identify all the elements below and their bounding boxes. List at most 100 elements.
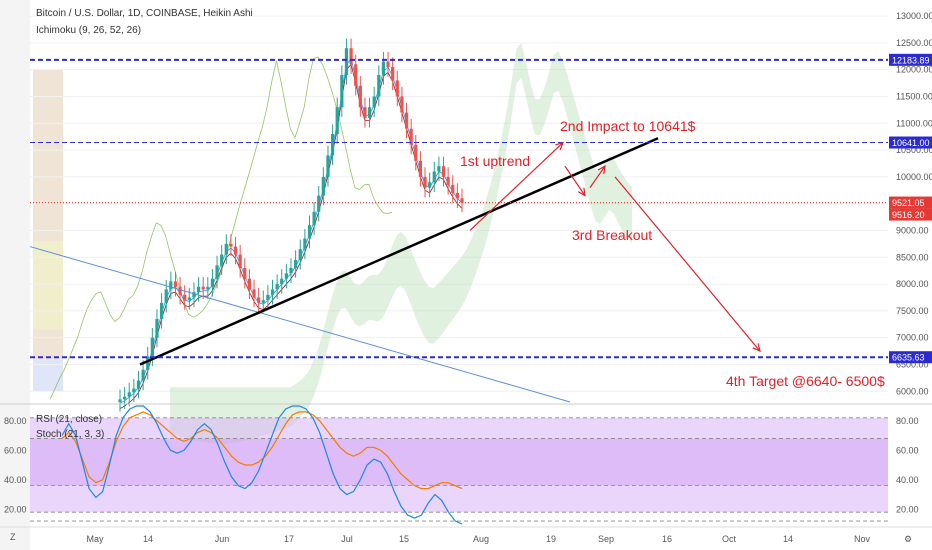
candle[interactable]	[335, 107, 339, 134]
candle[interactable]	[196, 286, 201, 293]
candle[interactable]	[118, 399, 122, 402]
candle[interactable]	[284, 273, 288, 279]
candle[interactable]	[224, 243, 228, 255]
candle[interactable]	[261, 300, 265, 303]
left-toolbar[interactable]	[0, 0, 30, 550]
candle[interactable]	[257, 297, 261, 303]
rsi-line[interactable]	[61, 411, 463, 490]
range-highlight-yellow	[33, 241, 63, 330]
candle[interactable]	[418, 160, 423, 177]
price-plot-bg[interactable]	[30, 0, 888, 402]
osc-left-tick: 40.00	[4, 475, 27, 485]
candle[interactable]	[446, 176, 450, 185]
candle[interactable]	[460, 198, 464, 203]
chart-title: Bitcoin / U.S. Dollar, 1D, COINBASE, Hei…	[36, 8, 253, 19]
candle[interactable]	[451, 184, 455, 193]
price-label-box	[889, 196, 932, 209]
candle[interactable]	[201, 286, 205, 290]
candle[interactable]	[400, 96, 404, 113]
osc-right-tick: 60.00	[896, 445, 919, 455]
candle[interactable]	[141, 369, 145, 381]
candle[interactable]	[173, 281, 178, 287]
candle[interactable]	[326, 155, 330, 177]
candle[interactable]	[169, 281, 173, 290]
candle[interactable]	[229, 243, 233, 247]
candle[interactable]	[210, 278, 215, 287]
candle[interactable]	[270, 289, 275, 295]
candle[interactable]	[381, 61, 386, 76]
stoch-line[interactable]	[61, 405, 463, 525]
price-label: 9516.20	[892, 210, 925, 220]
descending-trendline	[29, 246, 571, 403]
candle[interactable]	[159, 302, 164, 319]
candle[interactable]	[391, 67, 395, 81]
candle[interactable]	[146, 356, 150, 370]
y-tick-label: 7500.00	[896, 306, 929, 316]
candle[interactable]	[377, 75, 381, 97]
oscillator-pane[interactable]	[0, 403, 932, 525]
settings-icon[interactable]: ⚙	[904, 534, 912, 544]
price-label-box	[889, 136, 932, 149]
candle[interactable]	[354, 64, 358, 86]
candle[interactable]	[123, 396, 127, 400]
candle[interactable]	[317, 195, 321, 212]
candle[interactable]	[164, 289, 168, 303]
candle[interactable]	[409, 128, 413, 145]
candle[interactable]	[340, 75, 344, 108]
toolbar-letter: Z	[10, 532, 16, 542]
candle[interactable]	[367, 107, 372, 118]
range-highlight-blue	[33, 359, 63, 392]
candle[interactable]	[428, 182, 432, 188]
candle[interactable]	[289, 268, 293, 274]
candle[interactable]	[372, 96, 376, 108]
candle[interactable]	[432, 171, 436, 183]
candle[interactable]	[298, 249, 302, 260]
candle[interactable]	[187, 297, 191, 301]
candle[interactable]	[178, 286, 182, 295]
candle[interactable]	[358, 85, 362, 108]
candle[interactable]	[215, 265, 219, 279]
candle[interactable]	[247, 278, 252, 290]
candle[interactable]	[233, 246, 238, 255]
x-tick-label: May	[86, 534, 104, 544]
candle[interactable]	[294, 259, 298, 268]
candle[interactable]	[363, 107, 367, 118]
candle[interactable]	[404, 112, 409, 129]
candle[interactable]	[243, 268, 247, 279]
candle[interactable]	[307, 225, 312, 239]
candle[interactable]	[192, 292, 196, 298]
candle[interactable]	[275, 284, 279, 290]
candle[interactable]	[414, 144, 418, 161]
x-tick-label: 19	[546, 534, 556, 544]
candle[interactable]	[437, 166, 441, 172]
candle[interactable]	[220, 254, 224, 266]
candle[interactable]	[395, 80, 399, 97]
candle[interactable]	[280, 278, 284, 285]
candle[interactable]	[423, 176, 427, 188]
stoch-label: Stoch (21, 3, 3)	[36, 429, 104, 440]
candle[interactable]	[312, 211, 316, 226]
candle[interactable]	[349, 48, 353, 65]
candle[interactable]	[238, 254, 242, 268]
x-tick-label: 15	[399, 534, 409, 544]
candle[interactable]	[330, 134, 335, 156]
candle[interactable]	[252, 289, 256, 298]
candle[interactable]	[150, 337, 154, 357]
candle[interactable]	[155, 318, 159, 338]
candle[interactable]	[455, 192, 459, 199]
candle[interactable]	[206, 286, 210, 290]
candle[interactable]	[386, 61, 390, 67]
candle[interactable]	[266, 294, 270, 301]
candle[interactable]	[321, 176, 325, 196]
x-tick-label: Nov	[854, 534, 871, 544]
candle[interactable]	[132, 388, 136, 393]
price-pane[interactable]	[29, 0, 888, 444]
candle[interactable]	[344, 48, 349, 76]
osc-left-tick: 20.00	[4, 504, 27, 514]
candle[interactable]	[127, 392, 131, 397]
candle[interactable]	[441, 166, 446, 177]
candle[interactable]	[136, 380, 141, 389]
price-label-box	[889, 351, 932, 364]
candle[interactable]	[303, 238, 307, 250]
candle[interactable]	[183, 294, 187, 301]
